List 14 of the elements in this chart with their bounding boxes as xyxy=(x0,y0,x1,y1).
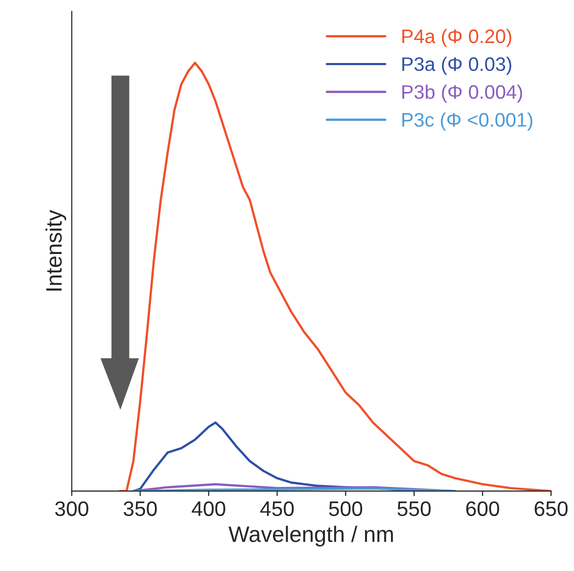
legend-label: P3a (Φ 0.03) xyxy=(402,56,512,75)
y-axis-title: Intensity xyxy=(45,210,66,291)
legend-label: P3b (Φ 0.004) xyxy=(402,84,522,103)
x-tick-label: 500 xyxy=(329,501,362,516)
x-tick-label: 650 xyxy=(534,501,568,516)
x-tick-label: 600 xyxy=(466,501,500,516)
x-tick-label: 450 xyxy=(260,501,294,516)
legend-label: P4a (Φ 0.20) xyxy=(402,28,512,48)
x-tick-label: 400 xyxy=(192,501,226,516)
x-tick-label: 550 xyxy=(398,501,431,516)
x-tick-label: 350 xyxy=(124,501,157,516)
x-axis-title: Wavelength / nm xyxy=(228,526,393,546)
x-tick-label: 300 xyxy=(55,501,88,516)
legend-label: P3c (Φ <0.001) xyxy=(402,112,532,131)
